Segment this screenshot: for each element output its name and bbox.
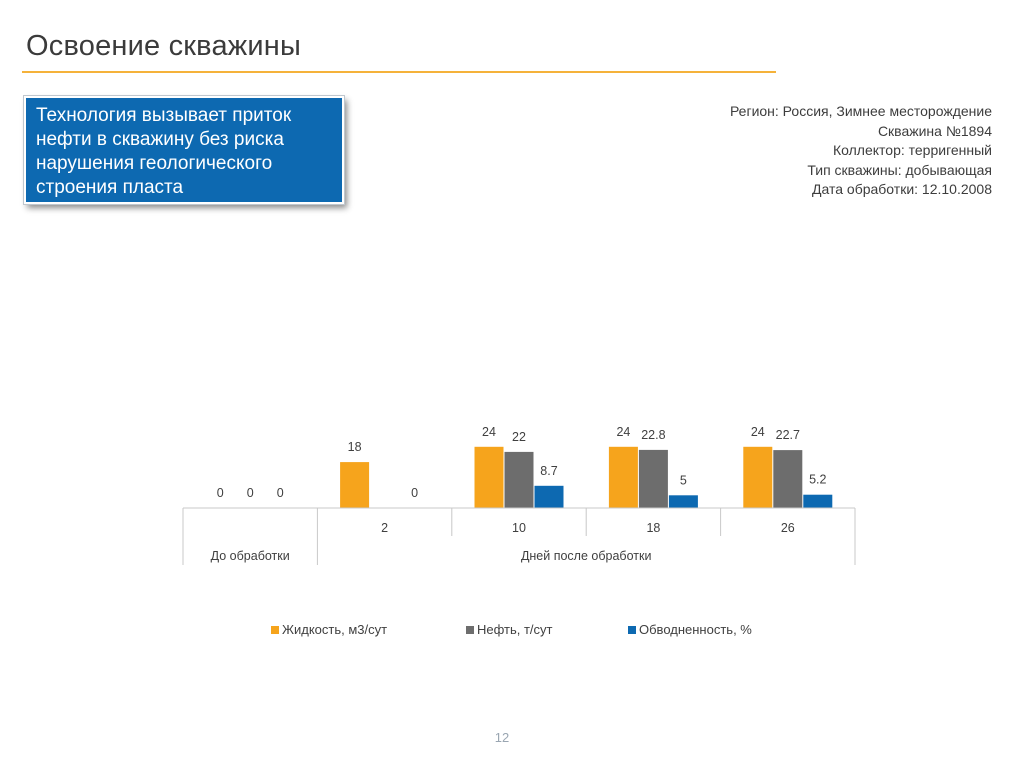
x-tick-label-18: 18 (646, 521, 660, 535)
legend-swatch-liquid (271, 625, 279, 634)
bar-liquid-10 (474, 446, 504, 508)
data-label-oil-10: 22 (512, 430, 526, 444)
callout-box: Технология вызывает приток нефти в скваж… (24, 96, 344, 204)
bar-oil-18 (638, 449, 668, 508)
legend-label-liquid: Жидкость, м3/сут (282, 622, 388, 637)
legend-item-watercut: Обводненность, % (628, 622, 752, 637)
x-tick-label-26: 26 (781, 521, 795, 535)
x-tick-label-2: 2 (381, 521, 388, 535)
well-region: Регион: Россия, Зимнее месторождение (729, 103, 992, 119)
data-label-watercut-2: 0 (411, 486, 418, 500)
data-label-liquid-18: 24 (616, 425, 630, 439)
legend-label-watercut: Обводненность, % (639, 622, 752, 637)
legend-swatch-oil (466, 625, 474, 634)
page-number: 12 (494, 730, 510, 745)
chart-legend: Жидкость, м3/сут Нефть, т/сут Обводненно… (0, 622, 1024, 638)
well-type: Тип скважины: добывающая (807, 161, 992, 178)
data-label-oil-before: 0 (247, 486, 254, 500)
data-label-watercut-18: 5 (680, 473, 687, 487)
legend-swatch-watercut (628, 625, 636, 634)
x-tick-label-10: 10 (512, 521, 526, 535)
data-label-liquid-2: 18 (348, 440, 362, 454)
data-label-oil-18: 22.8 (641, 428, 665, 442)
bar-oil-10 (504, 451, 534, 508)
legend-label-oil: Нефть, т/сут (477, 622, 553, 637)
well-treatment-date: Дата обработки: 12.10.2008 (812, 181, 992, 197)
title-underline (22, 71, 776, 73)
bar-liquid-26 (743, 446, 773, 508)
bar-watercut-18 (668, 495, 698, 509)
well-collector: Коллектор: терригенный (832, 142, 992, 158)
legend-item-oil: Нефть, т/сут (466, 622, 553, 637)
bar-watercut-10 (534, 485, 564, 508)
well-info-block: Регион: Россия, Зимнее месторождение Скв… (730, 102, 992, 200)
bar-liquid-18 (608, 446, 638, 508)
x-group-label-1: Дней после обработки (521, 549, 652, 563)
legend-item-liquid: Жидкость, м3/сут (271, 622, 387, 637)
x-group-label-0: До обработки (211, 549, 290, 563)
slide-title: Освоение скважины (26, 30, 302, 62)
bar-oil-26 (773, 450, 803, 508)
data-label-watercut-before: 0 (277, 486, 284, 500)
well-number: Скважина №1894 (877, 122, 992, 139)
data-label-watercut-10: 8.7 (540, 464, 557, 478)
data-label-liquid-before: 0 (217, 486, 224, 500)
bar-watercut-26 (803, 494, 833, 508)
data-label-oil-26: 22.7 (776, 428, 800, 442)
data-label-watercut-26: 5.2 (809, 473, 826, 487)
data-label-liquid-10: 24 (482, 425, 496, 439)
data-label-liquid-26: 24 (751, 425, 765, 439)
bar-liquid-2 (340, 462, 370, 508)
